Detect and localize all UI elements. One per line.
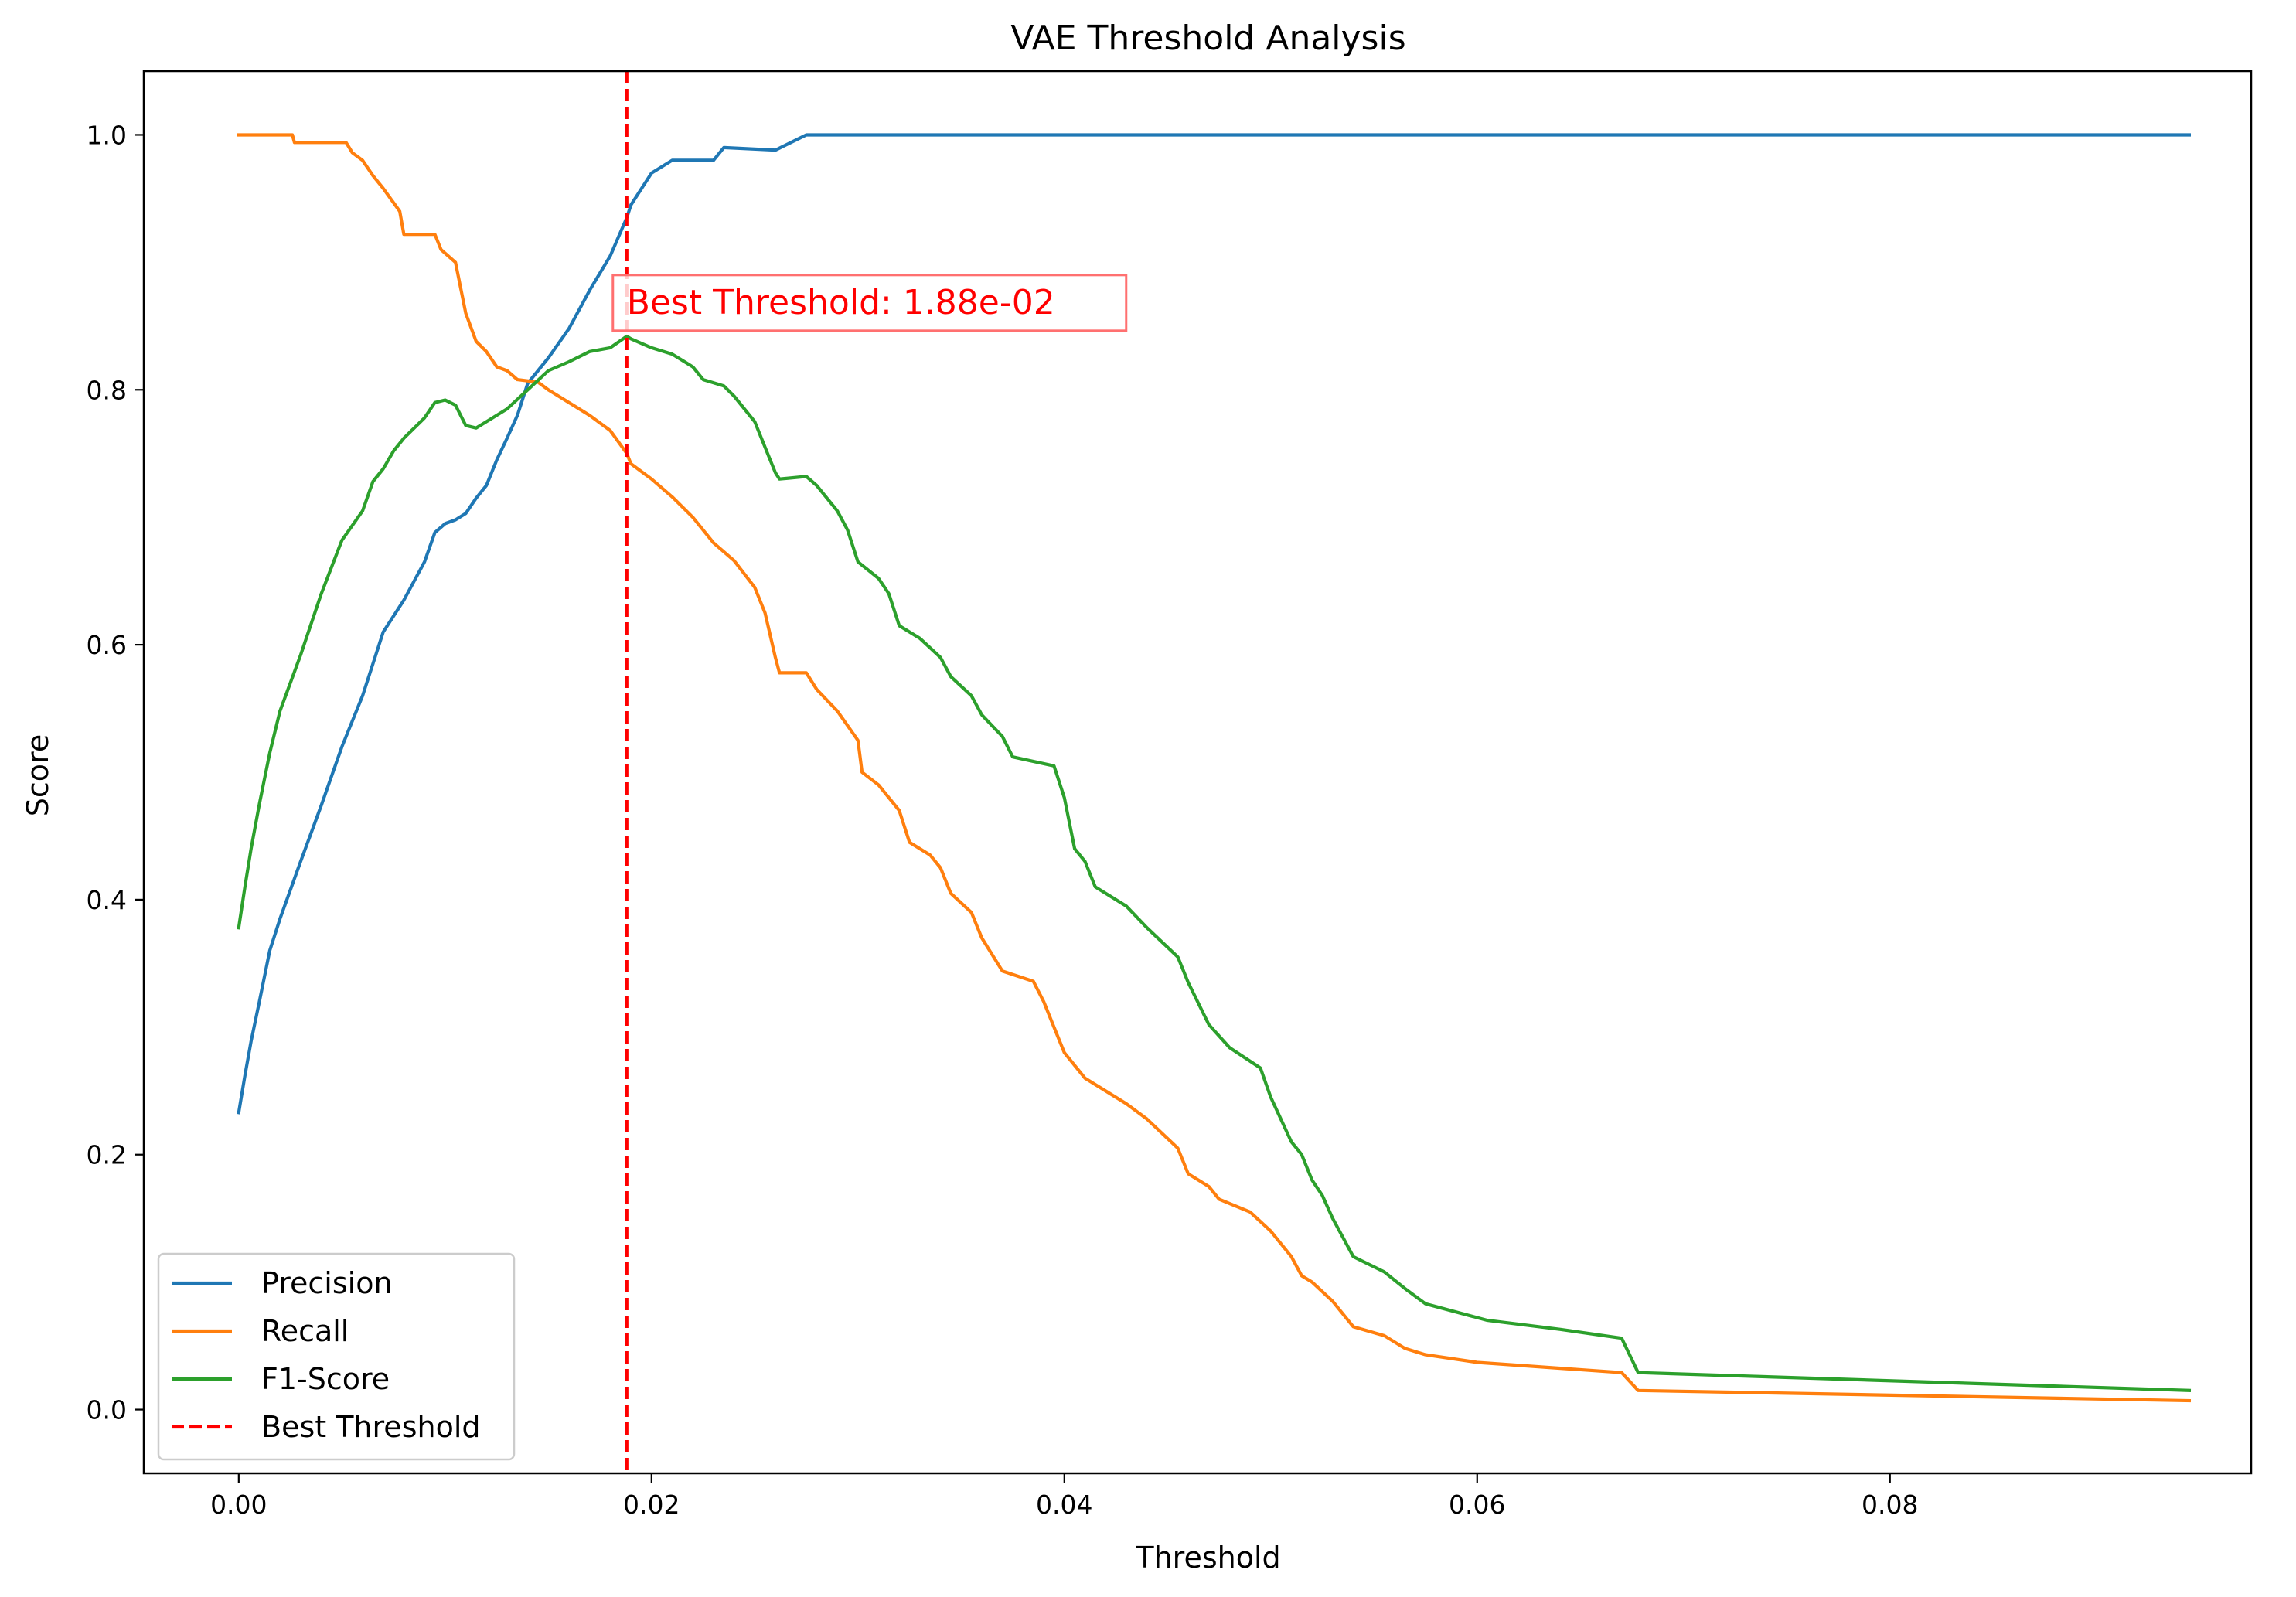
legend-label: Best Threshold xyxy=(261,1410,481,1444)
series-line-precision xyxy=(237,133,2191,1115)
best-threshold-annotation: Best Threshold: 1.88e-02 xyxy=(611,274,1128,332)
chart-title: VAE Threshold Analysis xyxy=(1010,19,1405,58)
y-tick-label: 0.0 xyxy=(87,1395,127,1425)
x-tick-label: 0.02 xyxy=(623,1490,680,1520)
y-tick-label: 0.6 xyxy=(87,630,127,660)
plot-frame xyxy=(142,70,2253,1475)
x-tick-label: 0.06 xyxy=(1449,1490,1505,1520)
y-axis-title: Score xyxy=(21,734,55,816)
y-tick-label: 0.4 xyxy=(87,885,127,915)
series-line-recall xyxy=(237,133,2192,1403)
x-axis-title: Threshold xyxy=(1135,1541,1280,1575)
legend-label: F1-Score xyxy=(261,1362,390,1396)
x-tick-label: 0.04 xyxy=(1036,1490,1092,1520)
series-line-f1-score xyxy=(237,334,2192,1392)
legend-label: Precision xyxy=(261,1266,393,1300)
y-axis: 0.0 0.2 0.4 0.6 0.8 1.0 xyxy=(87,120,144,1425)
y-tick-label: 0.2 xyxy=(87,1140,127,1170)
annotation-box xyxy=(611,274,1128,332)
legend: Precision Recall F1-Score Best Threshold xyxy=(157,1252,516,1461)
annotation-text: Best Threshold: 1.88e-02 xyxy=(627,283,1055,322)
y-tick-label: 1.0 xyxy=(87,120,127,150)
legend-label: Recall xyxy=(261,1314,349,1348)
x-tick-label: 0.00 xyxy=(210,1490,267,1520)
legend-frame xyxy=(157,1252,516,1461)
x-tick-label: 0.08 xyxy=(1862,1490,1918,1520)
x-axis: 0.00 0.02 0.04 0.06 0.08 xyxy=(210,1473,1919,1520)
y-tick-label: 0.8 xyxy=(87,375,127,405)
